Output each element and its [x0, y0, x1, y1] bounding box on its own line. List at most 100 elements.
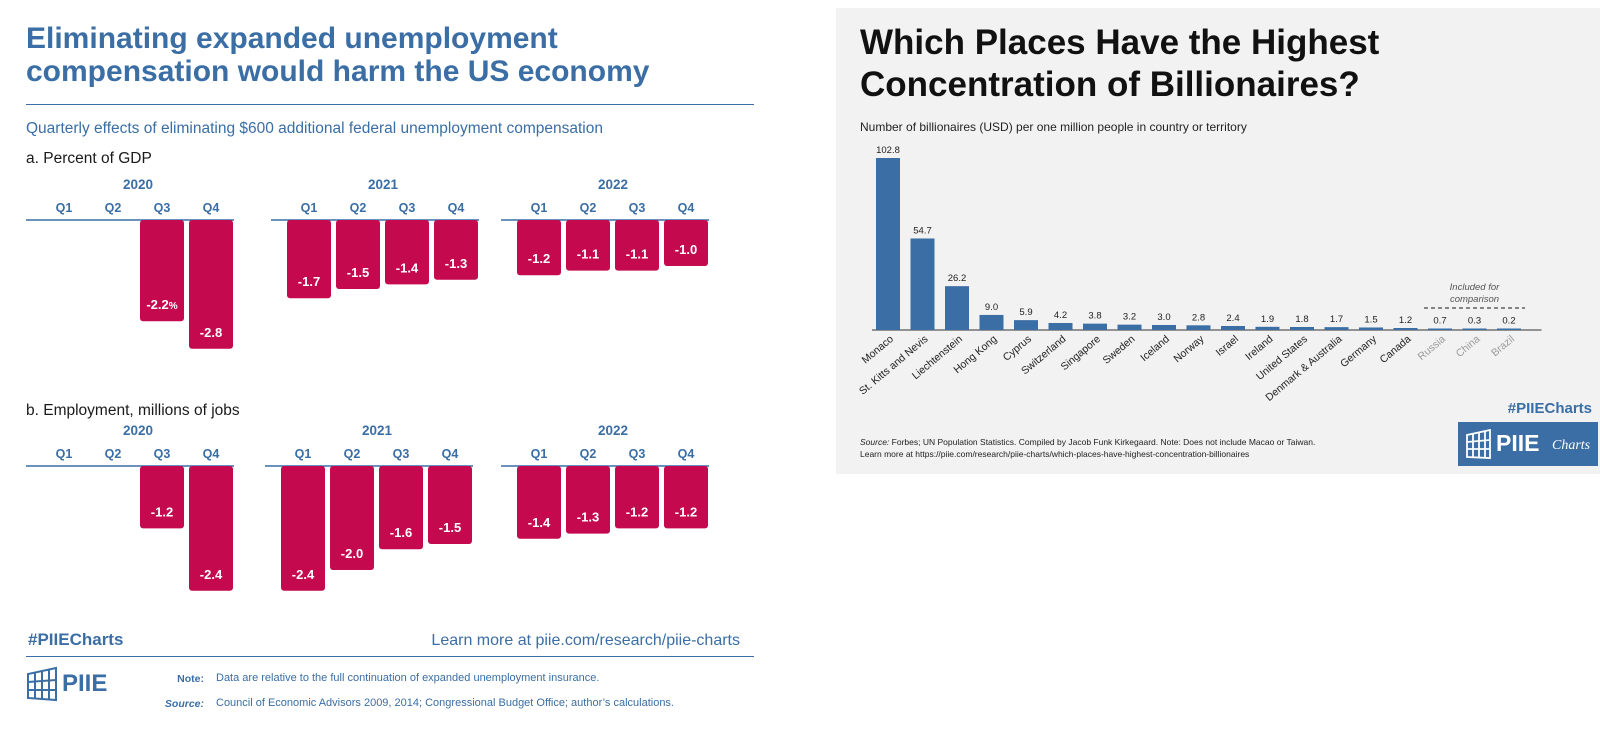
quarter-label-2022-Q4: Q4 [678, 447, 695, 461]
quarter-label-2022-Q1: Q1 [531, 447, 548, 461]
comparison-note-line-2: comparison [1450, 294, 1499, 305]
right-source-text: Forbes; UN Population Statistics. Compil… [891, 437, 1316, 447]
bar-ireland [1255, 326, 1280, 330]
category-label-9: Norway [1171, 333, 1207, 366]
bar-2022-Q1 [517, 466, 561, 539]
bar-2022-Q3 [615, 220, 659, 271]
quarter-label-2022-Q2: Q2 [580, 201, 597, 215]
charts-logo-text: Charts [1552, 438, 1591, 453]
value-label-2022-Q4: -1.2 [675, 504, 697, 519]
right-learn-more[interactable]: Learn more at https://piie.com/research/… [860, 449, 1250, 459]
value-label-2: 26.2 [948, 273, 967, 284]
value-label-2022-Q2: -1.3 [577, 510, 599, 525]
piie-building-icon [1466, 429, 1491, 459]
bar-germany [1359, 327, 1383, 330]
year-label-2021: 2021 [362, 423, 393, 438]
bar-iceland [1152, 324, 1176, 330]
quarter-label-2021-Q2: Q2 [344, 447, 361, 461]
value-label-2020-Q4: -2.8 [200, 325, 222, 340]
value-label-2021-Q1: -1.7 [298, 274, 320, 289]
bar-2021-Q1 [287, 220, 331, 299]
value-label-2021-Q3: -1.4 [396, 260, 419, 275]
value-label-6: 3.8 [1088, 311, 1101, 322]
category-label-7: Sweden [1101, 333, 1138, 367]
bar-2021-Q4 [428, 466, 472, 544]
year-label-2021: 2021 [368, 177, 399, 192]
bar-2020-Q4 [189, 466, 233, 591]
quarter-label-2021-Q1: Q1 [295, 447, 312, 461]
bar-2022-Q4 [664, 466, 708, 529]
left-hashtag[interactable]: #PIIECharts [28, 630, 124, 649]
quarter-label-2021-Q3: Q3 [399, 201, 416, 215]
bar-st-kitts-and-nevis [910, 238, 935, 330]
bar-russia [1428, 328, 1452, 330]
piie-logo-text: PIIE [62, 670, 108, 697]
bar-norway [1186, 325, 1211, 330]
learn-more-link[interactable]: Learn more at piie.com/research/piie-cha… [431, 632, 740, 649]
bar-2022-Q2 [566, 220, 610, 271]
category-label-16: Russia [1416, 333, 1448, 363]
bar-canada [1393, 327, 1418, 330]
value-label-2021-Q2: -2.0 [341, 546, 363, 561]
quarter-label-2022-Q4: Q4 [678, 201, 695, 215]
category-label-15: Canada [1378, 333, 1414, 366]
quarter-label-2021-Q4: Q4 [448, 201, 465, 215]
bar-monaco [876, 158, 900, 330]
value-label-2021-Q4: -1.5 [439, 520, 461, 535]
billionaires-chart-panel: Which Places Have the Highest Concentrat… [836, 8, 1600, 474]
category-label-14: Germany [1338, 333, 1379, 370]
bar-cyprus [1014, 320, 1038, 330]
value-label-3: 9.0 [985, 302, 998, 313]
right-source-label: Source: [860, 437, 890, 447]
value-label-17: 0.3 [1468, 316, 1481, 327]
bar-2021-Q1 [281, 466, 325, 591]
bar-denmark-australia [1324, 327, 1349, 330]
quarter-label-2021-Q1: Q1 [301, 201, 318, 215]
right-hashtag[interactable]: #PIIECharts [1507, 400, 1592, 417]
quarter-label-2020-Q4: Q4 [203, 201, 220, 215]
category-label-8: Iceland [1138, 333, 1172, 364]
value-label-2022-Q3: -1.2 [626, 504, 648, 519]
piie-logo-text: PIIE [1496, 430, 1540, 456]
employment-panel-label: b. Employment, millions of jobs [26, 402, 240, 419]
bar-singapore [1083, 323, 1107, 330]
bar-2021-Q2 [330, 466, 374, 570]
piie-logo-icon [27, 666, 57, 702]
left-chart-title: Eliminating expanded unemployment compen… [26, 22, 650, 88]
bar-2021-Q4 [434, 220, 478, 280]
value-label-9: 2.8 [1192, 312, 1205, 323]
note-label: Note: [177, 673, 204, 685]
year-label-2020: 2020 [123, 177, 153, 192]
value-label-13: 1.7 [1330, 314, 1343, 325]
value-label-2021-Q1: -2.4 [292, 567, 315, 582]
value-label-2022-Q3: -1.1 [626, 247, 648, 262]
value-label-5: 4.2 [1054, 310, 1067, 321]
quarter-label-2022-Q1: Q1 [531, 201, 548, 215]
year-label-2020: 2020 [123, 423, 153, 438]
bar-liechtenstein [945, 286, 969, 330]
bar-sweden [1117, 324, 1142, 330]
right-chart-subtitle: Number of billionaires (USD) per one mil… [860, 120, 1247, 134]
value-label-8: 3.0 [1157, 312, 1170, 323]
value-label-2021-Q2: -1.5 [347, 265, 369, 280]
value-label-1: 54.7 [913, 225, 932, 236]
quarter-label-2021-Q2: Q2 [350, 201, 367, 215]
bar-united-states [1290, 326, 1314, 330]
bar-2020-Q3 [140, 220, 184, 322]
bar-2021-Q3 [379, 466, 423, 550]
bar-switzerland [1048, 322, 1073, 330]
bar-2022-Q3 [615, 466, 659, 529]
right-chart-title: Which Places Have the Highest Concentrat… [860, 23, 1380, 104]
quarter-label-2020-Q4: Q4 [203, 447, 220, 461]
value-label-12: 1.8 [1295, 314, 1308, 325]
value-label-7: 3.2 [1123, 312, 1136, 323]
note-text: Data are relative to the full continuati… [216, 672, 600, 684]
quarter-label-2020-Q3: Q3 [154, 447, 171, 461]
bar-2021-Q3 [385, 220, 429, 285]
value-label-2022-Q1: -1.2 [528, 251, 550, 266]
quarter-label-2020-Q2: Q2 [105, 201, 122, 215]
right-source-note: Source: Forbes; UN Population Statistics… [860, 436, 1420, 460]
value-label-10: 2.4 [1226, 313, 1239, 324]
bar-hong-kong [979, 314, 1004, 330]
